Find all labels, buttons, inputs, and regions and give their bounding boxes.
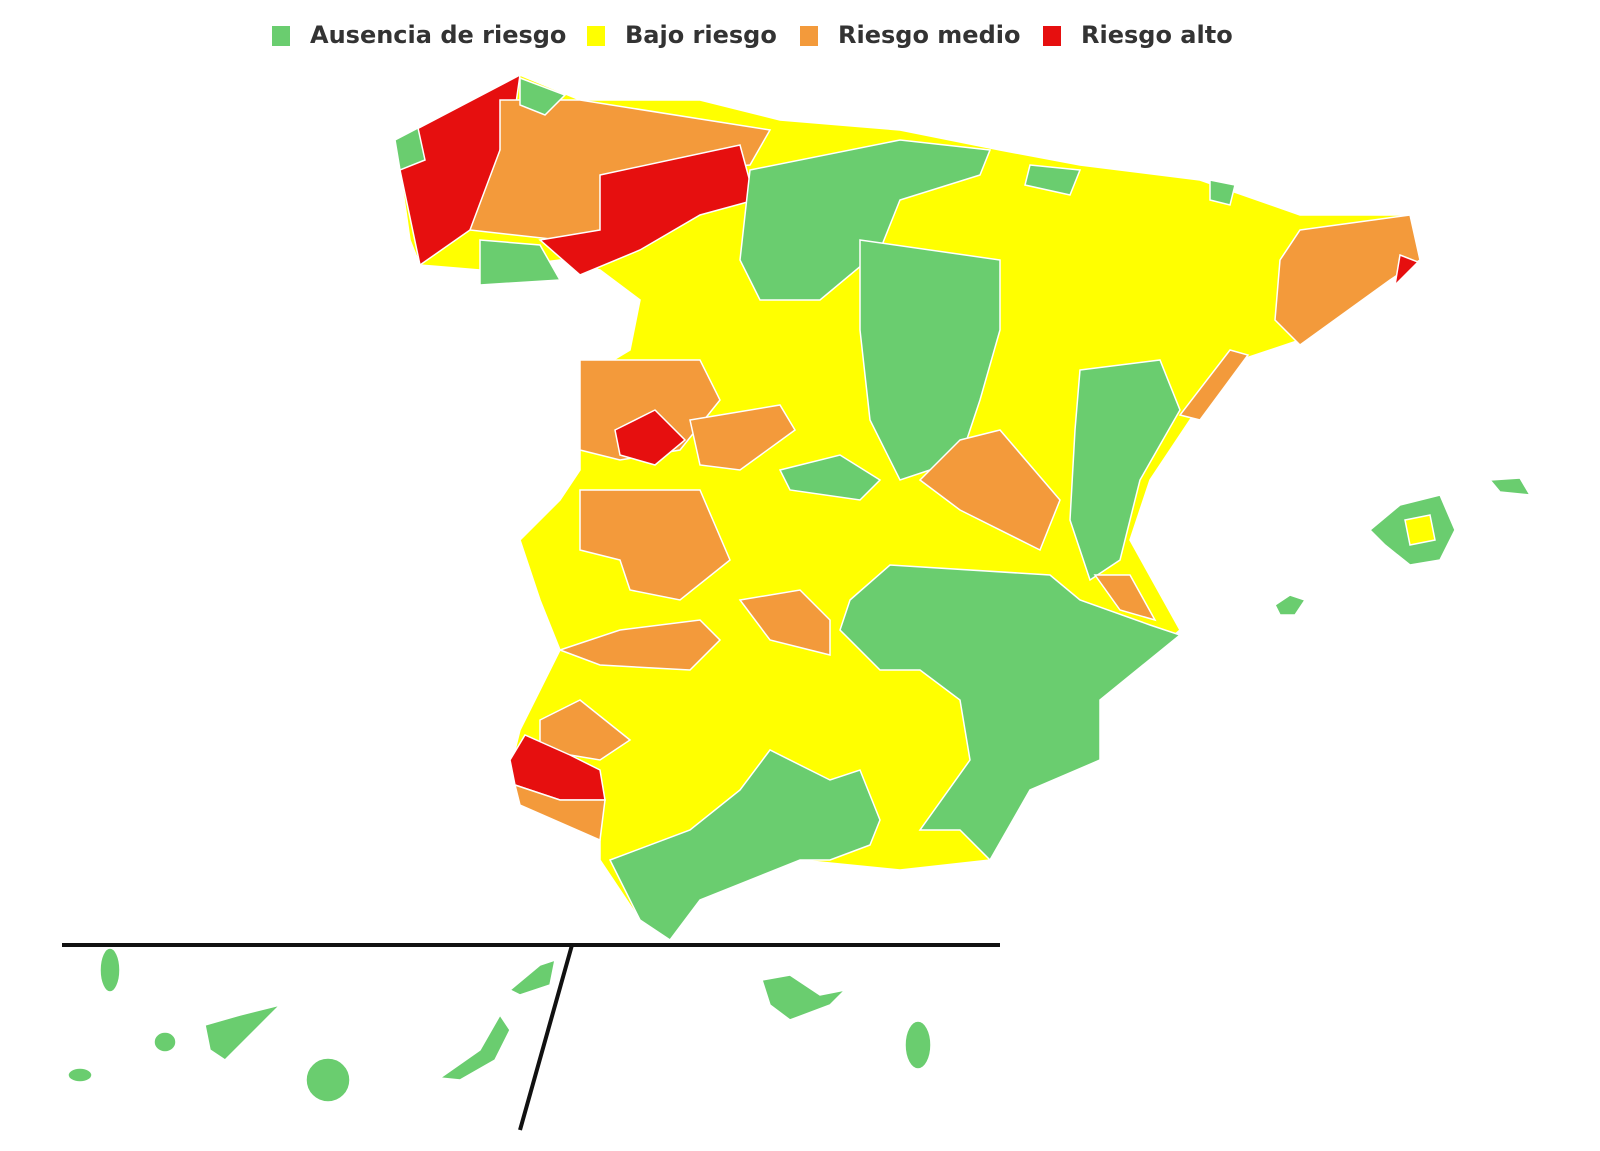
island <box>153 1031 177 1053</box>
region <box>1274 594 1307 616</box>
region <box>608 749 881 942</box>
region <box>579 489 731 601</box>
legend-label: Bajo riesgo <box>625 21 777 49</box>
region <box>1393 253 1420 288</box>
legend-swatch <box>800 26 818 46</box>
region <box>1178 349 1250 421</box>
peninsula <box>394 73 1421 942</box>
region <box>839 564 1182 862</box>
balearic-islands <box>1274 477 1532 616</box>
region <box>394 126 426 172</box>
region <box>1093 574 1157 622</box>
region <box>739 139 992 301</box>
region <box>1488 477 1532 496</box>
region <box>918 429 1061 552</box>
region <box>614 409 687 466</box>
legend-label: Riesgo alto <box>1081 21 1233 49</box>
region <box>1404 514 1436 546</box>
region <box>1024 164 1082 196</box>
region <box>1209 179 1236 206</box>
legend: Ausencia de riesgo Bajo riesgo Riesgo medi… <box>272 21 1233 49</box>
island <box>67 1067 93 1083</box>
canary-islands <box>67 947 932 1103</box>
region <box>738 589 831 656</box>
region <box>479 239 562 286</box>
island <box>508 958 556 996</box>
island <box>761 974 848 1021</box>
legend-swatch <box>587 26 605 46</box>
region <box>778 454 882 501</box>
region <box>689 404 796 471</box>
region <box>579 359 721 461</box>
island <box>99 947 121 993</box>
legend-swatch <box>272 26 290 46</box>
inset-border <box>518 944 574 1131</box>
island <box>204 1003 283 1061</box>
region <box>519 76 567 116</box>
region <box>538 144 756 276</box>
legend-swatch <box>1043 26 1061 46</box>
region <box>513 783 606 842</box>
island <box>305 1057 351 1103</box>
island <box>904 1020 932 1070</box>
legend-label: Riesgo medio <box>838 21 1020 49</box>
legend-label: Ausencia de riesgo <box>310 21 566 49</box>
island <box>437 1013 511 1081</box>
region <box>1274 214 1421 346</box>
region <box>1069 359 1181 582</box>
region <box>557 619 722 671</box>
